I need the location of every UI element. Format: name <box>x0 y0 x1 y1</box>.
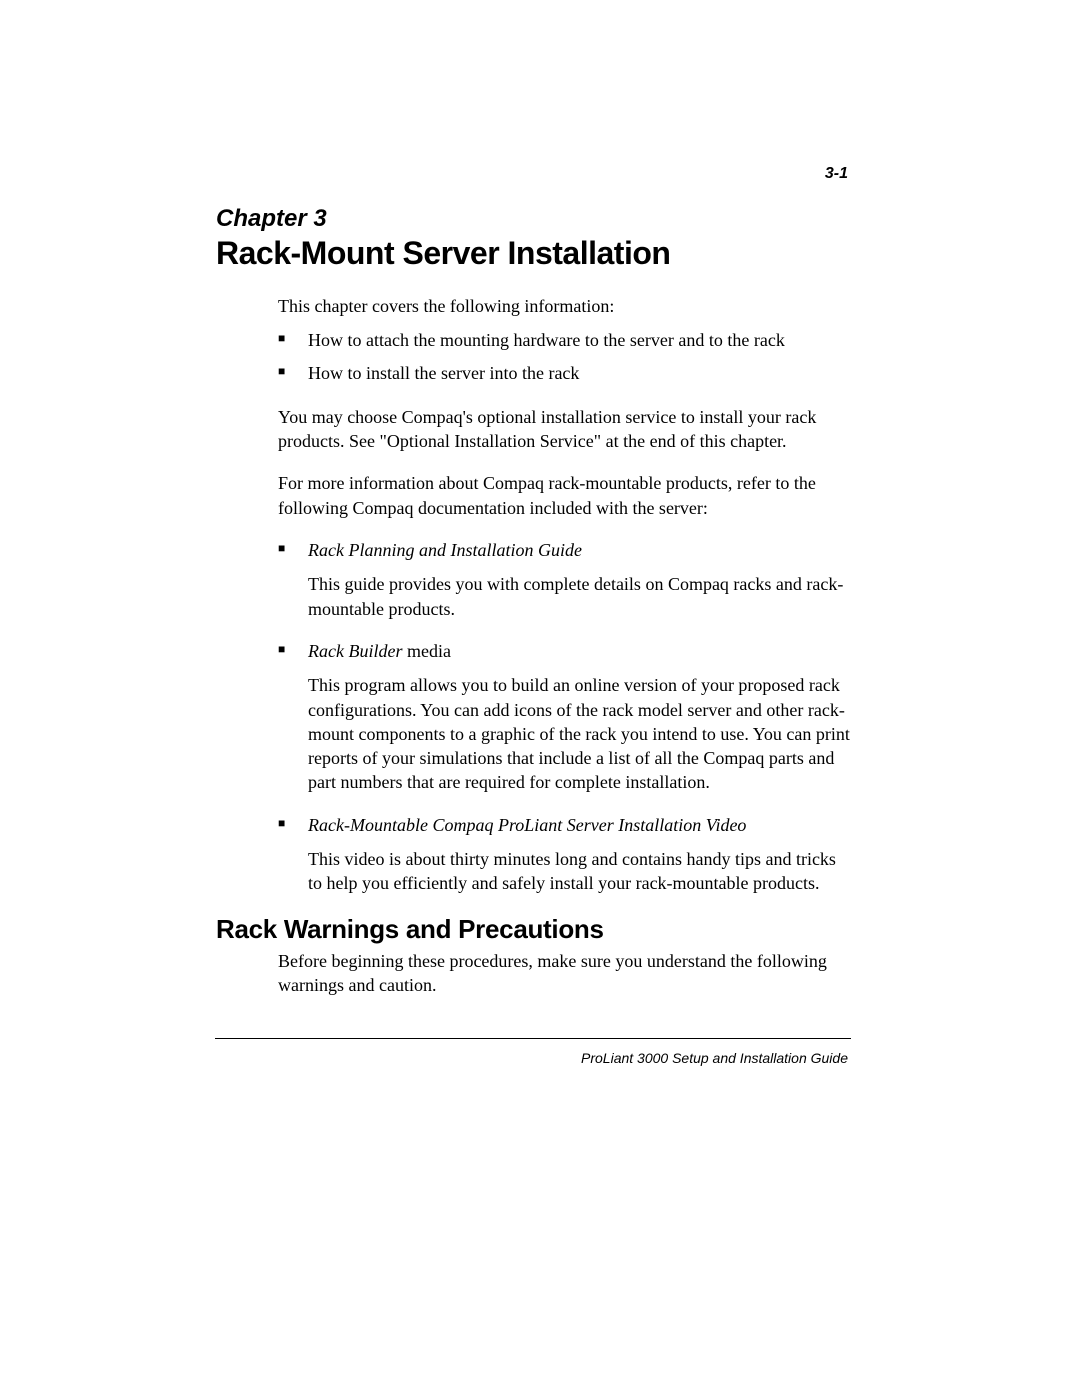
page-number: 3-1 <box>825 165 848 183</box>
doc-list: Rack Planning and Installation Guide Thi… <box>278 538 851 896</box>
doc-description: This program allows you to build an onli… <box>308 673 851 794</box>
doc-title-plain: media <box>402 641 450 661</box>
chapter-label: Chapter 3 <box>216 205 851 233</box>
doc-title: Rack-Mountable Compaq ProLiant Server In… <box>308 815 746 835</box>
doc-title-italic: Rack-Mountable Compaq ProLiant Server In… <box>308 815 746 835</box>
page-content: Chapter 3 Rack-Mount Server Installation… <box>216 205 851 1015</box>
doc-title-italic: Rack Builder <box>308 641 402 661</box>
chapter-title: Rack-Mount Server Installation <box>216 235 851 272</box>
section-paragraph: Before beginning these procedures, make … <box>278 949 851 998</box>
paragraph-optional-service: You may choose Compaq's optional install… <box>278 405 851 454</box>
intro-bullet-list: How to attach the mounting hardware to t… <box>278 328 851 385</box>
doc-title-italic: Rack Planning and Installation Guide <box>308 540 582 560</box>
doc-description: This video is about thirty minutes long … <box>308 847 851 896</box>
doc-description: This guide provides you with complete de… <box>308 572 851 621</box>
intro-paragraph: This chapter covers the following inform… <box>278 294 851 318</box>
doc-title: Rack Planning and Installation Guide <box>308 540 582 560</box>
footer-rule <box>215 1038 851 1039</box>
body-block: This chapter covers the following inform… <box>278 294 851 896</box>
list-item: Rack Planning and Installation Guide Thi… <box>278 538 851 621</box>
section-body: Before beginning these procedures, make … <box>278 949 851 998</box>
paragraph-more-info: For more information about Compaq rack-m… <box>278 471 851 520</box>
list-item: How to attach the mounting hardware to t… <box>278 328 851 352</box>
list-item: Rack Builder media This program allows y… <box>278 639 851 795</box>
section-heading: Rack Warnings and Precautions <box>216 914 851 945</box>
doc-title: Rack Builder media <box>308 641 451 661</box>
list-item: How to install the server into the rack <box>278 361 851 385</box>
footer-text: ProLiant 3000 Setup and Installation Gui… <box>581 1050 848 1066</box>
list-item: Rack-Mountable Compaq ProLiant Server In… <box>278 813 851 896</box>
